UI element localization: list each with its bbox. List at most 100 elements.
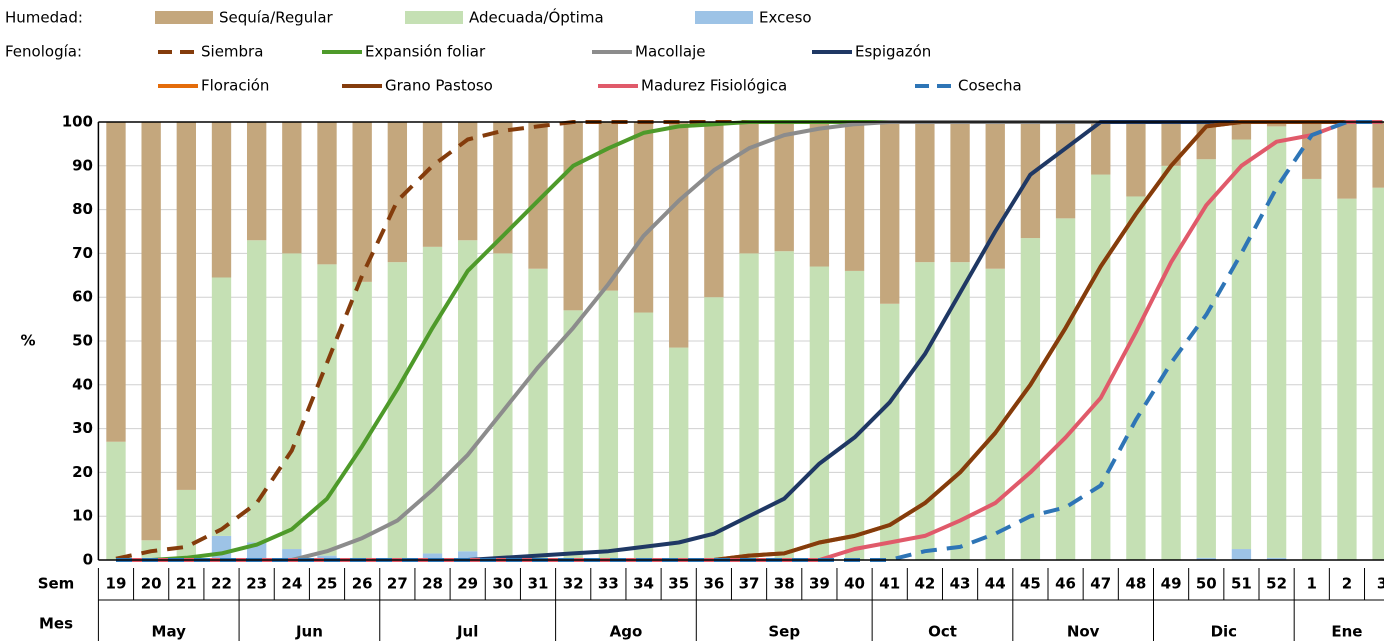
legend-label: Expansión foliar — [365, 43, 486, 61]
bar-segment — [563, 310, 583, 560]
legend-label: Exceso — [759, 9, 812, 27]
x-tick-label: 35 — [668, 575, 689, 593]
bar-segment — [774, 251, 794, 560]
row-label: Sem — [38, 575, 75, 593]
bar-segment — [669, 122, 689, 348]
bar-segment — [915, 122, 935, 263]
y-tick-label: 30 — [72, 419, 93, 437]
y-tick-label: 0 — [83, 551, 93, 569]
bar-segment — [704, 122, 724, 298]
bar-segment — [1231, 139, 1252, 550]
x-tick-label: 1 — [1307, 575, 1317, 593]
x-tick-label: 36 — [703, 575, 724, 593]
bar-segment — [1126, 196, 1146, 560]
bar-segment — [1091, 174, 1111, 560]
x-tick-label: 3 — [1377, 575, 1384, 593]
bar-segment — [352, 281, 372, 560]
bar-segment — [246, 122, 267, 241]
bar-segment — [282, 549, 302, 560]
bar-segment — [985, 268, 1005, 560]
bar-segment — [1372, 187, 1384, 560]
x-tick-label: 45 — [1020, 575, 1041, 593]
bar-segment — [1266, 122, 1287, 127]
legend-swatch — [405, 11, 463, 24]
bar-segment — [633, 122, 654, 313]
bar-segment — [1091, 122, 1111, 175]
legend-title: Fenología: — [5, 43, 82, 61]
legend-title: Humedad: — [5, 9, 83, 27]
x-tick-label: 19 — [106, 575, 127, 593]
y-tick-label: 60 — [72, 288, 93, 306]
legend-label: Madurez Fisiológica — [641, 77, 787, 95]
bar-segment — [282, 253, 302, 550]
bar-segment — [176, 122, 196, 490]
bar-segment — [739, 122, 759, 254]
y-tick-label: 20 — [72, 463, 93, 481]
x-tick-label: 41 — [879, 575, 900, 593]
bar-segment — [1266, 557, 1287, 560]
bar-segment — [352, 122, 372, 282]
bar-segment — [493, 122, 513, 254]
bar-segment — [141, 122, 161, 541]
x-tick-label: 22 — [211, 575, 232, 593]
x-tick-label: 43 — [950, 575, 971, 593]
bar-segment — [528, 122, 548, 269]
bar-segment — [387, 122, 408, 263]
month-label: May — [152, 623, 187, 641]
x-tick-label: 47 — [1090, 575, 1111, 593]
row-label: Mes — [39, 615, 73, 633]
bar-segment — [246, 240, 267, 543]
month-label: Oct — [928, 623, 957, 641]
bar-segment — [1302, 178, 1322, 560]
bar-segment — [1372, 122, 1384, 188]
legend-swatch — [695, 11, 753, 24]
month-label: Ene — [1331, 623, 1362, 641]
bar-segment — [1055, 122, 1076, 219]
x-tick-label: 39 — [809, 575, 830, 593]
x-tick-label: 31 — [528, 575, 549, 593]
bar-segment — [422, 553, 443, 560]
bar-segment — [458, 551, 478, 560]
bar-segment — [282, 122, 302, 254]
bar-segment — [317, 122, 337, 265]
x-tick-label: 21 — [176, 575, 197, 593]
month-label: Jun — [295, 623, 323, 641]
bar-segment — [1161, 165, 1181, 561]
x-tick-label: 28 — [422, 575, 443, 593]
bar-segment — [458, 240, 478, 552]
x-tick-label: 48 — [1125, 575, 1146, 593]
legend-label: Sequía/Regular — [219, 9, 334, 27]
y-tick-label: 50 — [72, 332, 93, 350]
bar-segment — [598, 290, 619, 560]
bar-segment — [809, 266, 830, 560]
x-tick-label: 52 — [1266, 575, 1287, 593]
legend-label: Espigazón — [855, 43, 931, 61]
bar-segment — [106, 441, 126, 560]
bar-segment — [458, 122, 478, 241]
bar-segment — [844, 122, 865, 271]
y-tick-label: 10 — [72, 507, 93, 525]
bar-segment — [950, 262, 970, 560]
bar-segment — [880, 122, 900, 304]
bar-segment — [985, 122, 1005, 269]
x-tick-label: 2 — [1342, 575, 1352, 593]
bar-segment — [317, 264, 337, 556]
x-tick-label: 44 — [985, 575, 1006, 593]
bar-segment — [1020, 122, 1041, 239]
x-tick-label: 29 — [457, 575, 478, 593]
bar-segment — [739, 253, 759, 560]
month-label: Nov — [1067, 623, 1100, 641]
bar-segment — [915, 262, 935, 560]
x-tick-label: 42 — [914, 575, 935, 593]
bar-segment — [176, 489, 196, 560]
bar-segment — [1231, 549, 1252, 560]
month-label: Ago — [610, 623, 643, 641]
x-tick-label: 46 — [1055, 575, 1076, 593]
bar-segment — [633, 312, 654, 560]
y-tick-label: 80 — [72, 200, 93, 218]
x-tick-label: 20 — [141, 575, 162, 593]
bar-segment — [141, 540, 161, 558]
x-tick-label: 25 — [317, 575, 338, 593]
x-tick-label: 34 — [633, 575, 654, 593]
month-label: Jul — [456, 623, 478, 641]
